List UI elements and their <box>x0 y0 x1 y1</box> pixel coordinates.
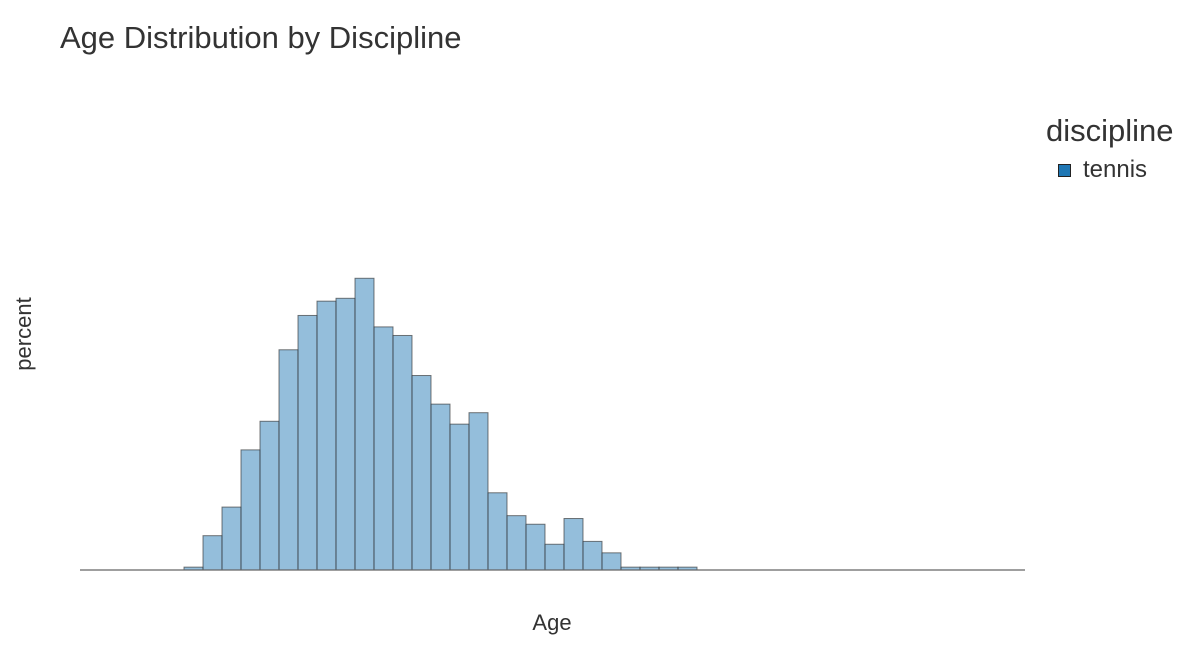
legend-swatch <box>1058 163 1071 177</box>
histogram-bar <box>335 297 356 571</box>
histogram-bar <box>221 506 242 571</box>
histogram-bar <box>297 314 318 571</box>
histogram-bars <box>183 277 698 571</box>
histogram-bar <box>563 518 584 571</box>
histogram-bar <box>449 423 470 571</box>
histogram-bar <box>240 449 261 571</box>
histogram-bar <box>468 412 489 571</box>
x-axis-label: Age <box>532 610 572 635</box>
histogram-bar <box>487 492 508 571</box>
histogram-bar <box>601 552 622 571</box>
histogram-bar <box>392 334 413 571</box>
histogram-bar <box>544 543 565 571</box>
legend-item-tennis[interactable]: tennis <box>1058 156 1147 184</box>
histogram-bar <box>259 420 280 571</box>
histogram-bar <box>525 523 546 571</box>
histogram-bar <box>202 535 223 571</box>
legend-label: tennis <box>1083 156 1148 183</box>
legend-title: discipline <box>1046 113 1174 148</box>
histogram-bar <box>278 349 299 571</box>
histogram-bar <box>506 515 527 571</box>
histogram-bar <box>582 540 603 571</box>
histogram-bar <box>354 277 375 571</box>
histogram-bar <box>373 326 394 571</box>
chart-title: Age Distribution by Discipline <box>60 20 462 55</box>
histogram-bar <box>430 403 451 571</box>
histogram-bar <box>316 300 337 571</box>
histogram-bar <box>411 375 432 571</box>
